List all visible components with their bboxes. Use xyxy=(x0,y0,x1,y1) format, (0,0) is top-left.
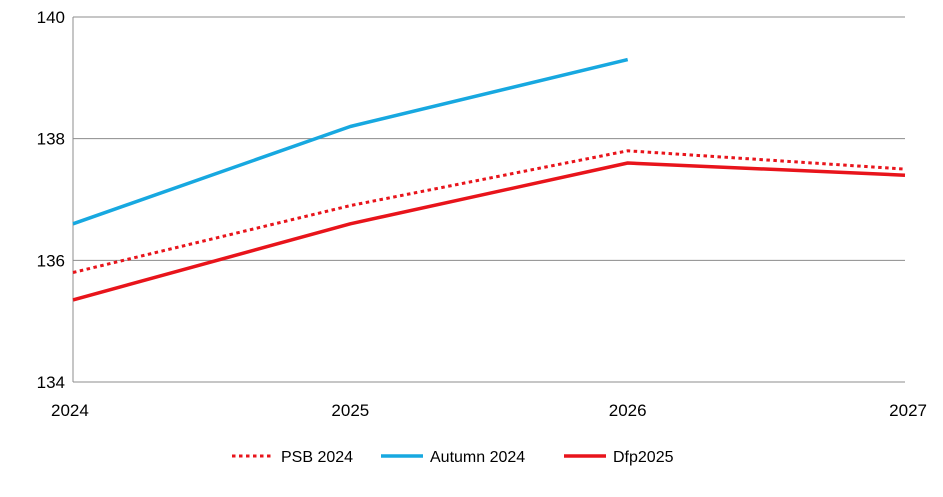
legend-label-0: PSB 2024 xyxy=(281,449,353,466)
series-lines xyxy=(72,57,906,302)
x-axis-ticks: 2024 2025 2026 2027 xyxy=(51,401,927,420)
legend: PSB 2024 Autumn 2024 Dfp2025 xyxy=(232,449,674,466)
x-tick-label: 2024 xyxy=(51,401,89,420)
y-tick-label: 134 xyxy=(37,373,65,392)
y-tick-label: 140 xyxy=(37,8,65,27)
series-line-2 xyxy=(72,161,906,302)
legend-label-1: Autumn 2024 xyxy=(430,449,525,466)
x-tick-label: 2025 xyxy=(331,401,369,420)
gridlines xyxy=(72,16,905,383)
x-tick-label: 2026 xyxy=(609,401,647,420)
series-line-1 xyxy=(72,57,629,226)
y-axis-ticks: 134 136 138 140 xyxy=(37,8,65,392)
y-tick-label: 136 xyxy=(37,251,65,270)
series-line-0 xyxy=(72,149,906,274)
x-tick-label: 2027 xyxy=(889,401,927,420)
y-tick-label: 138 xyxy=(37,130,65,149)
legend-label-2: Dfp2025 xyxy=(613,449,674,466)
